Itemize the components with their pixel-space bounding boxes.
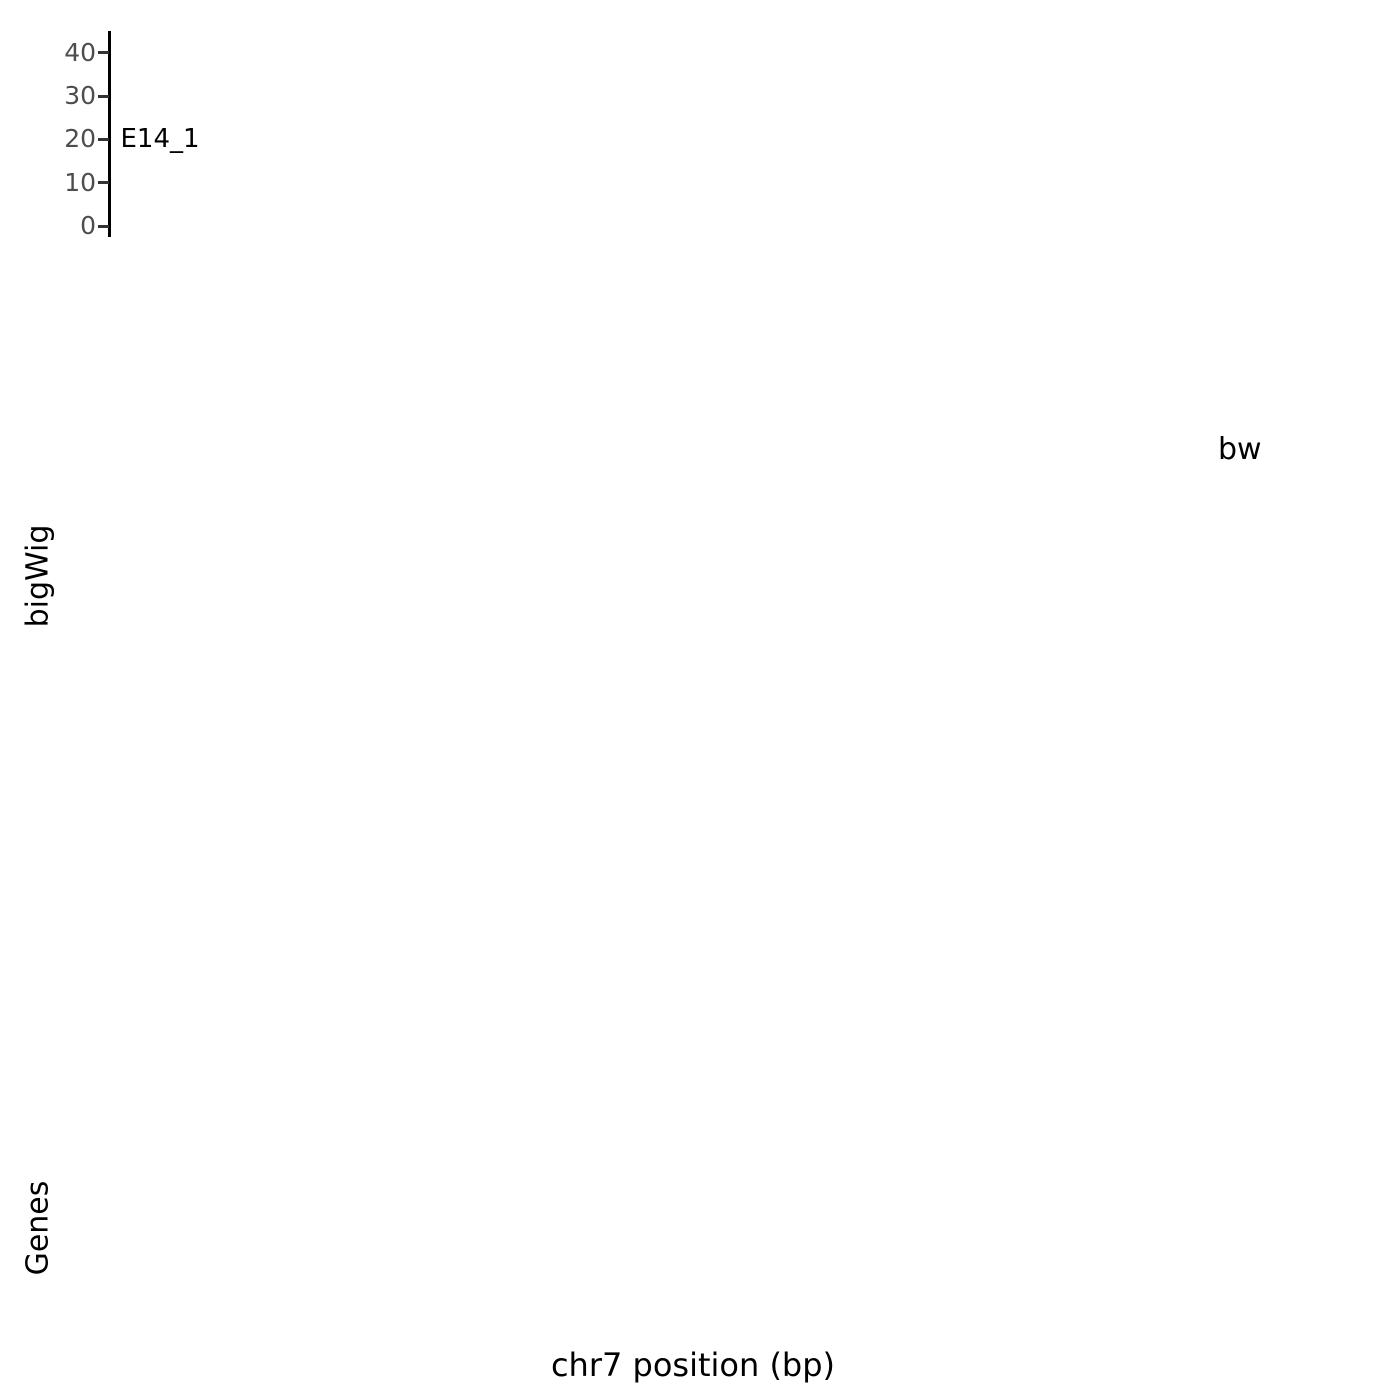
genes-axis-title: Genes [20,1180,56,1276]
y-tick [98,94,109,98]
y-tick-label: 40 [64,37,96,67]
legend-title: bw [1218,432,1262,467]
y-tick-label: 10 [64,167,96,197]
track-label-E14_1: E14_1 [120,124,200,154]
y-tick-label: 30 [64,81,96,111]
y-axis-line [108,31,111,237]
x-axis-title: chr7 position (bp) [550,1346,836,1384]
y-tick [98,181,109,185]
y-tick-label: 0 [80,211,96,240]
y-tick-label: 20 [64,124,96,154]
y-tick [98,51,109,55]
y-tick [98,224,109,228]
bigwig-axis-title: bigWig [20,524,56,628]
y-tick [98,137,109,141]
